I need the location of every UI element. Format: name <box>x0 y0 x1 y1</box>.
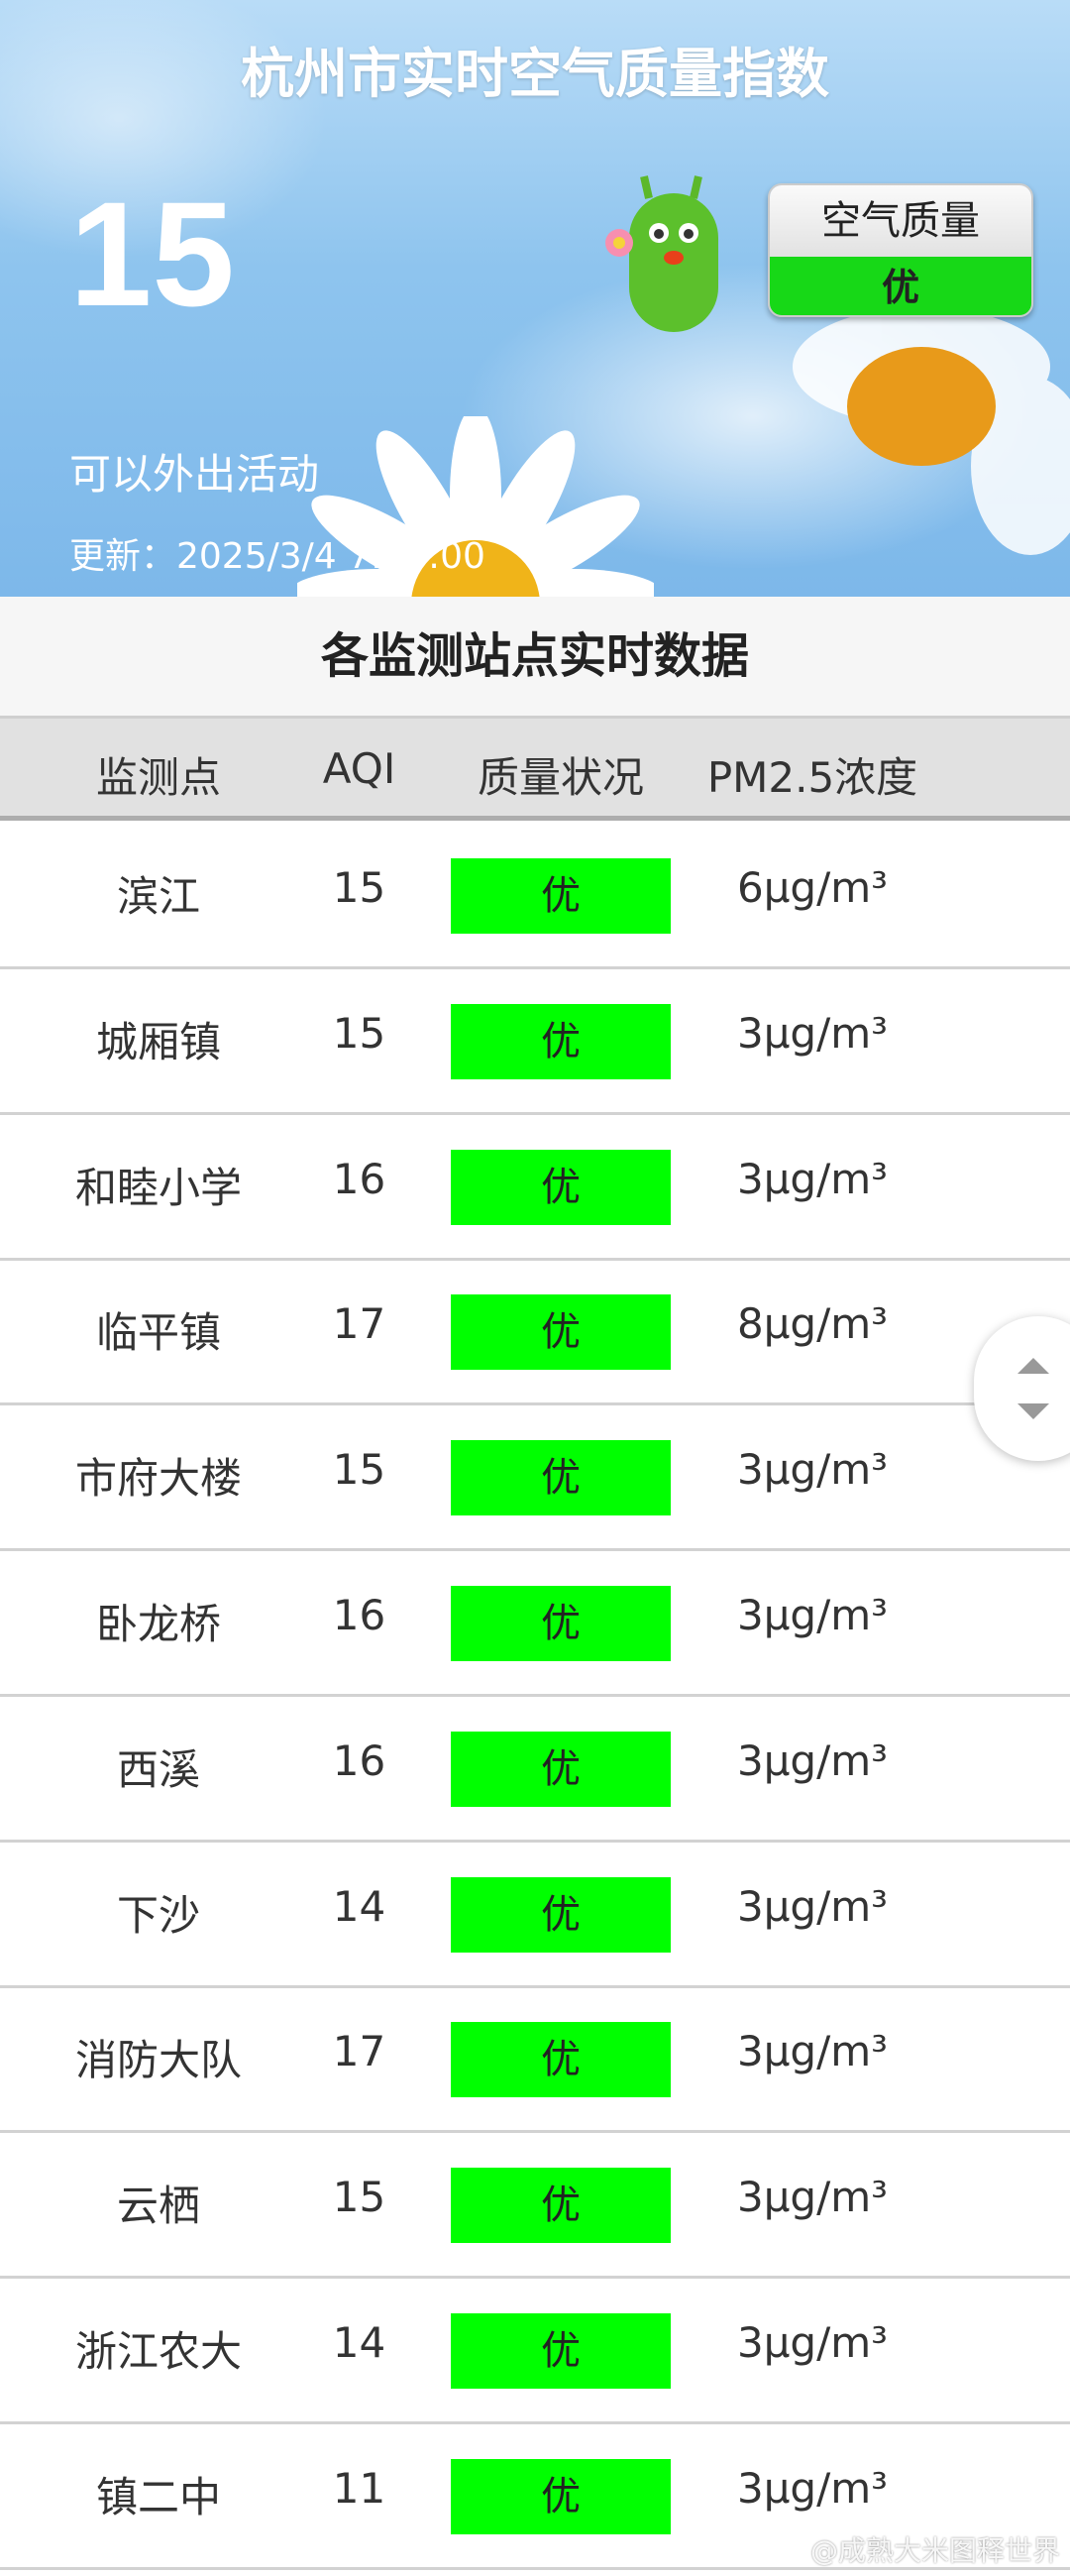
aqi-cell: 16 <box>332 1736 386 1785</box>
aqi-cell: 17 <box>332 2027 386 2076</box>
hero-banner: 杭州市实时空气质量指数 15 可以外出活动 更新：2025/3/4 7:00:0… <box>0 0 1070 597</box>
quality-badge: 优 <box>451 1440 671 1516</box>
header-quality: 质量状况 <box>477 753 644 802</box>
section-title: 各监测站点实时数据 <box>0 597 1070 716</box>
air-quality-badge: 空气质量 优 <box>768 183 1033 317</box>
aqi-cell: 15 <box>332 2173 386 2222</box>
station-name: 市府大楼 <box>74 1454 242 1504</box>
quality-badge: 优 <box>451 1876 671 1953</box>
quality-badge: 优 <box>451 1731 671 1807</box>
pm25-cell: 6μg/m³ <box>736 863 888 912</box>
header-aqi: AQI <box>322 744 396 793</box>
chevron-up-icon[interactable] <box>1017 1358 1049 1374</box>
table-row: 镇二中 11 优 3μg/m³ <box>0 2424 1070 2570</box>
station-name: 城厢镇 <box>95 1017 221 1066</box>
page-title: 杭州市实时空气质量指数 <box>241 43 829 105</box>
pm25-cell: 3μg/m³ <box>736 1445 888 1495</box>
aqi-cell: 14 <box>332 2318 386 2367</box>
table-row: 滨江 15 优 6μg/m³ <box>0 824 1070 969</box>
table-row: 下沙 14 优 3μg/m³ <box>0 1843 1070 1988</box>
quality-badge: 优 <box>451 2022 671 2098</box>
quality-badge: 优 <box>451 1003 671 1079</box>
quality-badge: 优 <box>451 1149 671 1225</box>
update-time: 更新：2025/3/4 7:00:00 <box>69 536 485 577</box>
watermark: @成熟大米图释世界 <box>809 2534 1060 2567</box>
table-row: 和睦小学 16 优 3μg/m³ <box>0 1115 1070 1261</box>
table-row: 市府大楼 15 优 3μg/m³ <box>0 1405 1070 1552</box>
pm25-cell: 3μg/m³ <box>736 2318 888 2367</box>
header-pm25: PM2.5浓度 <box>706 753 918 802</box>
aqi-cell: 15 <box>332 863 386 912</box>
pm25-cell: 8μg/m³ <box>736 1299 888 1349</box>
table-row: 卧龙桥 16 优 3μg/m³ <box>0 1551 1070 1697</box>
pm25-cell: 3μg/m³ <box>736 1881 888 1931</box>
badge-level: 优 <box>770 257 1031 315</box>
mascot-icon <box>605 175 718 332</box>
pm25-cell: 3μg/m³ <box>736 1591 888 1639</box>
station-name: 临平镇 <box>95 1308 221 1358</box>
daisy-image <box>793 307 1070 555</box>
pm25-cell: 3μg/m³ <box>736 1008 888 1058</box>
pm25-cell: 3μg/m³ <box>736 2173 888 2222</box>
table-row: 城厢镇 15 优 3μg/m³ <box>0 969 1070 1115</box>
aqi-value: 15 <box>69 170 235 337</box>
station-name: 卧龙桥 <box>95 1600 221 1648</box>
station-name: 镇二中 <box>95 2472 221 2521</box>
aqi-cell: 14 <box>332 1881 386 1931</box>
badge-label: 空气质量 <box>770 185 1031 257</box>
table-row: 西溪 16 优 3μg/m³ <box>0 1697 1070 1843</box>
table-header: 监测点 AQI 质量状况 PM2.5浓度 <box>0 716 1070 821</box>
aqi-cell: 11 <box>332 2463 386 2513</box>
aqi-cell: 15 <box>332 1445 386 1495</box>
quality-badge: 优 <box>451 1586 671 1661</box>
header-station: 监测点 <box>95 753 221 802</box>
pm25-cell: 3μg/m³ <box>736 1154 888 1203</box>
quality-badge: 优 <box>451 2313 671 2389</box>
pm25-cell: 3μg/m³ <box>736 2463 888 2513</box>
table-row: 临平镇 17 优 8μg/m³ <box>0 1260 1070 1406</box>
quality-badge: 优 <box>451 2458 671 2534</box>
quality-badge: 优 <box>451 1294 671 1371</box>
table-row: 浙江农大 14 优 3μg/m³ <box>0 2279 1070 2424</box>
quality-badge: 优 <box>451 858 671 934</box>
station-name: 云栖 <box>116 2182 200 2231</box>
pm25-cell: 3μg/m³ <box>736 2027 888 2076</box>
pm25-cell: 3μg/m³ <box>736 1736 888 1785</box>
table-row: 云栖 15 优 3μg/m³ <box>0 2133 1070 2280</box>
station-name: 下沙 <box>116 1890 200 1940</box>
aqi-cell: 16 <box>332 1154 386 1203</box>
scroll-button[interactable] <box>974 1316 1070 1461</box>
aqi-cell: 17 <box>332 1299 386 1349</box>
quality-badge: 优 <box>451 2168 671 2244</box>
chevron-down-icon[interactable] <box>1017 1403 1049 1419</box>
station-name: 滨江 <box>116 872 200 921</box>
daisy-image <box>297 416 654 597</box>
aqi-cell: 15 <box>332 1008 386 1058</box>
station-name: 和睦小学 <box>74 1163 242 1212</box>
health-advice: 可以外出活动 <box>69 450 320 499</box>
aqi-cell: 16 <box>332 1591 386 1639</box>
station-name: 浙江农大 <box>74 2327 242 2376</box>
station-name: 消防大队 <box>74 2036 242 2085</box>
table-row: 消防大队 17 优 3μg/m³ <box>0 1987 1070 2134</box>
station-name: 西溪 <box>116 1744 200 1794</box>
